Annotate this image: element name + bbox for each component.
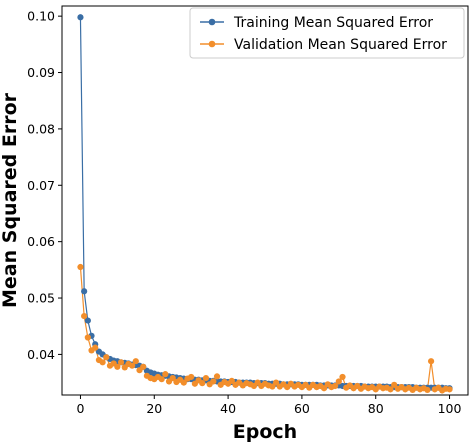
series-2-point xyxy=(339,373,346,381)
legend-box xyxy=(189,7,465,59)
series-2-point xyxy=(387,386,394,393)
y-axis-ticks: 0.04 0.05 0.06 0.07 0.08 0.09 0.10 xyxy=(27,9,62,362)
x-axis-ticks: 0 20 40 60 80 100 xyxy=(76,395,462,416)
series-2-point xyxy=(117,359,125,366)
x-tick-label: 60 xyxy=(294,401,310,416)
series-1-point xyxy=(77,14,84,21)
series-2-point xyxy=(202,374,210,382)
series-2-point xyxy=(180,379,187,386)
series-2-point xyxy=(77,263,84,271)
y-tick-label: 0.05 xyxy=(27,291,55,306)
x-axis-title: Epoch xyxy=(233,421,297,443)
x-tick-label: 20 xyxy=(146,401,162,416)
series-2-point xyxy=(213,373,221,380)
legend: Training Mean Squared Error Validation Me… xyxy=(189,7,465,59)
legend-items: Training Mean Squared Error Validation Me… xyxy=(200,15,447,53)
series-2-point xyxy=(272,379,280,386)
series-2-point xyxy=(332,382,339,390)
series-2-point xyxy=(140,363,147,370)
series-2-point xyxy=(81,312,88,320)
series-2-point xyxy=(132,358,139,365)
series-2-point xyxy=(188,373,195,381)
series-1-point xyxy=(84,317,91,324)
series-2-point xyxy=(424,386,431,394)
plot-markers xyxy=(77,14,453,394)
x-tick-label: 80 xyxy=(368,401,384,416)
series-2-point xyxy=(320,385,328,392)
series-2-point xyxy=(169,374,176,382)
series-2-point xyxy=(228,377,235,385)
series-1-point xyxy=(81,288,88,295)
y-tick-label: 0.04 xyxy=(27,347,55,362)
x-tick-label: 40 xyxy=(220,401,236,416)
y-tick-label: 0.08 xyxy=(27,121,55,136)
series-2-point xyxy=(103,354,110,361)
series-2-point xyxy=(199,380,206,387)
series-2-point xyxy=(129,362,136,369)
legend-marker-2 xyxy=(208,40,216,48)
series-2-point xyxy=(99,359,106,366)
y-tick-label: 0.09 xyxy=(27,65,55,80)
series-2-point xyxy=(269,383,276,390)
series-2-point xyxy=(210,378,217,385)
series-2-point xyxy=(84,334,91,341)
legend-label-1: Training Mean Squared Error xyxy=(233,15,433,31)
series-2-point xyxy=(158,376,165,383)
series-2-point xyxy=(92,344,99,351)
series-2-point xyxy=(446,386,453,393)
y-tick-label: 0.07 xyxy=(27,178,55,193)
series-2-point xyxy=(114,363,121,370)
legend-label-2: Validation Mean Squared Error xyxy=(234,37,447,53)
series-2-point xyxy=(391,381,398,388)
series-2-point xyxy=(335,378,342,385)
x-tick-label: 100 xyxy=(438,401,462,416)
y-tick-label: 0.10 xyxy=(27,9,55,24)
y-axis-title: Mean Squared Error xyxy=(0,92,21,308)
x-tick-label: 0 xyxy=(76,401,84,416)
series-2-point xyxy=(427,358,435,365)
legend-marker-1 xyxy=(208,18,216,26)
series-2-point xyxy=(162,371,169,378)
y-tick-label: 0.06 xyxy=(27,234,55,249)
plot-frame xyxy=(61,5,469,396)
